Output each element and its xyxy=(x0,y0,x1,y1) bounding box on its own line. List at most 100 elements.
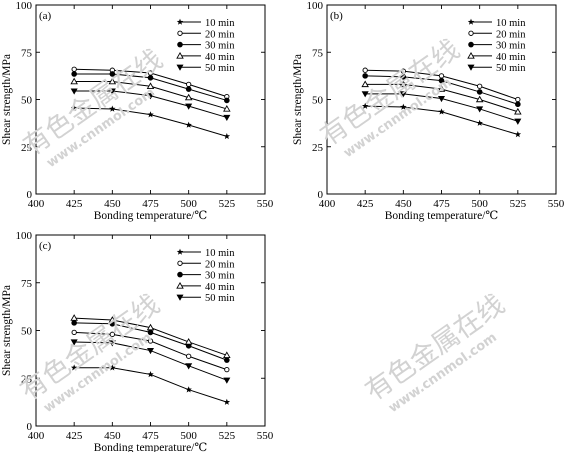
data-point xyxy=(71,329,77,336)
data-point xyxy=(109,331,115,337)
y-tick-label: 50 xyxy=(312,95,324,107)
legend-marker xyxy=(176,18,184,25)
x-tick-label: 400 xyxy=(28,430,45,442)
x-tick-label: 425 xyxy=(357,198,374,210)
panel-label: (b) xyxy=(330,10,343,22)
y-axis-title: Shear strength/MPa xyxy=(1,285,13,376)
y-axis-title: Shear strength/MPa xyxy=(292,54,304,145)
data-point xyxy=(71,71,77,77)
series-40-min xyxy=(70,314,231,359)
x-tick-label: 550 xyxy=(257,430,274,442)
data-point xyxy=(108,340,116,347)
legend-label: 40 min xyxy=(205,52,235,63)
legend-label: 40 min xyxy=(496,52,526,63)
legend-label: 10 min xyxy=(205,248,235,259)
legend-marker xyxy=(467,64,475,71)
series-40-min xyxy=(70,77,231,112)
legend-label: 10 min xyxy=(205,18,235,29)
data-point xyxy=(223,105,231,112)
data-point xyxy=(224,357,230,363)
chart-panel: 400 425 450 475 500 525 550 0 25 50 75 100 Bonding t… xyxy=(292,0,565,222)
x-tick-label: 450 xyxy=(395,198,412,210)
legend-label: 30 min xyxy=(205,271,235,282)
data-point xyxy=(400,68,406,74)
series-30-min xyxy=(71,71,230,104)
data-point xyxy=(70,364,78,371)
series-10-min xyxy=(361,102,522,138)
legend-label: 20 min xyxy=(205,29,235,40)
data-point xyxy=(514,118,522,125)
data-point xyxy=(514,107,522,115)
x-tick-label: 425 xyxy=(66,430,83,442)
legend-label: 50 min xyxy=(205,293,235,304)
y-tick-label: 75 xyxy=(312,47,324,59)
legend-label: 40 min xyxy=(205,282,235,293)
x-tick-label: 500 xyxy=(471,198,488,210)
y-tick-label: 100 xyxy=(307,0,324,12)
legend-marker xyxy=(467,18,475,25)
data-point xyxy=(108,77,117,85)
data-point xyxy=(108,88,116,95)
x-tick-label: 525 xyxy=(510,198,527,210)
x-tick-label: 425 xyxy=(66,198,83,210)
data-point xyxy=(399,91,407,98)
data-point xyxy=(71,66,77,72)
data-point xyxy=(437,85,446,92)
data-point xyxy=(70,77,78,85)
x-tick-label: 550 xyxy=(257,198,274,210)
data-point xyxy=(146,93,155,100)
legend-label: 50 min xyxy=(496,63,526,74)
data-point xyxy=(108,316,117,323)
data-point xyxy=(223,377,231,384)
y-axis-title: Shear strength/MPa xyxy=(1,54,13,145)
data-point xyxy=(400,74,407,80)
data-point xyxy=(70,88,78,95)
y-tick-label: 0 xyxy=(318,189,324,201)
data-point xyxy=(223,114,231,122)
y-tick-label: 50 xyxy=(21,95,33,107)
data-point xyxy=(70,314,78,321)
data-point xyxy=(475,95,484,103)
y-tick-label: 0 xyxy=(27,189,33,201)
data-point xyxy=(147,111,154,118)
series-20-min xyxy=(71,329,230,373)
data-point xyxy=(476,106,484,113)
legend-label: 20 min xyxy=(205,259,235,270)
data-point xyxy=(70,339,78,346)
data-point xyxy=(185,386,192,393)
x-tick-label: 400 xyxy=(28,198,45,210)
data-point xyxy=(362,73,368,79)
chart-panel: 400 425 450 475 500 525 550 0 25 50 75 100 Bonding t… xyxy=(1,230,274,452)
legend-marker xyxy=(176,294,184,301)
x-axis-title: Bonding temperature/℃ xyxy=(94,442,208,452)
legend-marker xyxy=(176,248,184,255)
legend-marker xyxy=(468,41,474,48)
x-tick-label: 450 xyxy=(104,198,121,210)
series-30-min xyxy=(362,73,521,108)
data-point xyxy=(223,351,231,359)
data-point xyxy=(224,367,230,373)
data-point xyxy=(438,77,445,84)
series-50-min xyxy=(361,91,522,125)
data-point xyxy=(185,121,192,128)
data-point xyxy=(438,108,445,115)
y-tick-label: 25 xyxy=(312,142,324,154)
series-20-min xyxy=(71,66,230,100)
x-axis-title: Bonding temperature/℃ xyxy=(385,210,499,222)
data-point xyxy=(477,83,483,89)
legend-label: 50 min xyxy=(205,63,235,74)
legend-marker xyxy=(177,271,183,278)
data-point xyxy=(361,91,369,98)
y-tick-label: 50 xyxy=(21,326,33,338)
legend-marker xyxy=(176,64,184,71)
data-point xyxy=(71,320,77,326)
data-point xyxy=(437,96,446,103)
legend-marker xyxy=(176,281,184,289)
data-point xyxy=(70,104,78,111)
